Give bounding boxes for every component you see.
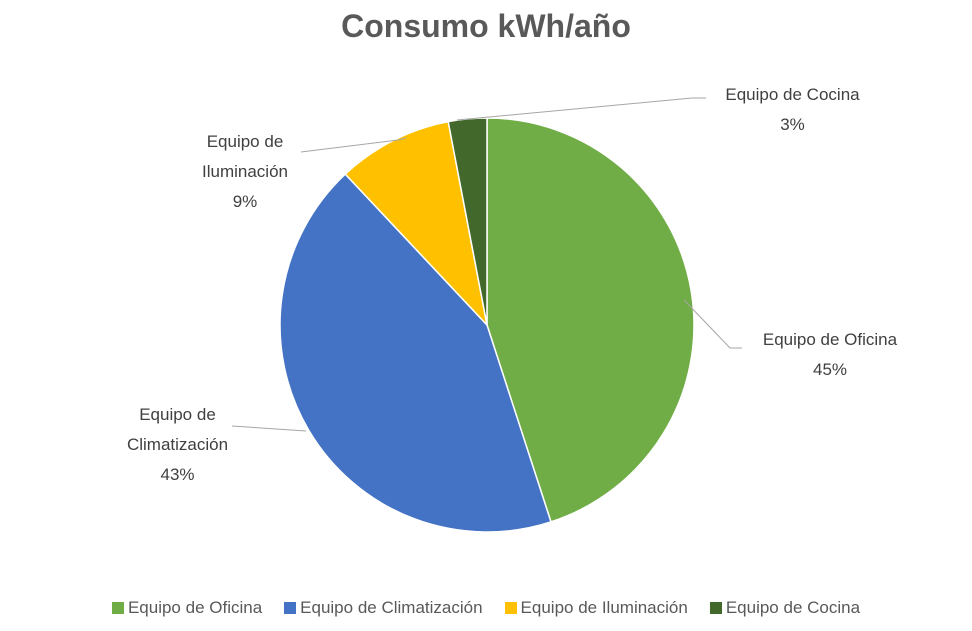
pie-slice (486, 117, 695, 523)
legend-item: Equipo de Cocina (709, 598, 861, 618)
data-label: Equipo de Climatización 43% (100, 400, 255, 490)
leader-line (300, 137, 407, 153)
legend-label: Equipo de Oficina (127, 598, 263, 617)
data-label-value: 9% (232, 192, 258, 211)
data-label-value: 45% (812, 360, 848, 379)
legend-label: Equipo de Iluminación (520, 598, 688, 617)
data-label: Equipo de Oficina 45% (720, 325, 940, 385)
legend-swatch (504, 602, 517, 614)
data-label-name: Equipo de Oficina (762, 330, 898, 349)
leader-line (456, 97, 706, 121)
legend-item: Equipo de Oficina (111, 598, 263, 618)
leader-line (231, 425, 307, 432)
legend-label: Equipo de Climatización (300, 598, 483, 617)
data-label-value: 43% (160, 465, 195, 484)
legend-item: Equipo de Climatización (284, 598, 483, 618)
legend-swatch (709, 602, 722, 614)
pie-slice (279, 173, 552, 533)
data-label-name: Equipo de Climatización (126, 405, 229, 454)
legend-label: Equipo de Cocina (725, 598, 861, 617)
legend: Equipo de Oficina Equipo de Climatización… (0, 598, 972, 618)
data-label: Equipo de Cocina 3% (690, 80, 895, 140)
chart-title: Consumo kWh/año (341, 8, 631, 44)
legend-swatch (284, 602, 297, 614)
data-label-name: Equipo de Iluminación (202, 132, 288, 181)
leader-line (683, 299, 742, 349)
data-label: Equipo de Iluminación 9% (170, 127, 320, 217)
data-label-value: 3% (780, 115, 805, 134)
legend-swatch (111, 602, 124, 614)
legend-item: Equipo de Iluminación (504, 598, 688, 618)
data-label-name: Equipo de Cocina (725, 85, 860, 104)
